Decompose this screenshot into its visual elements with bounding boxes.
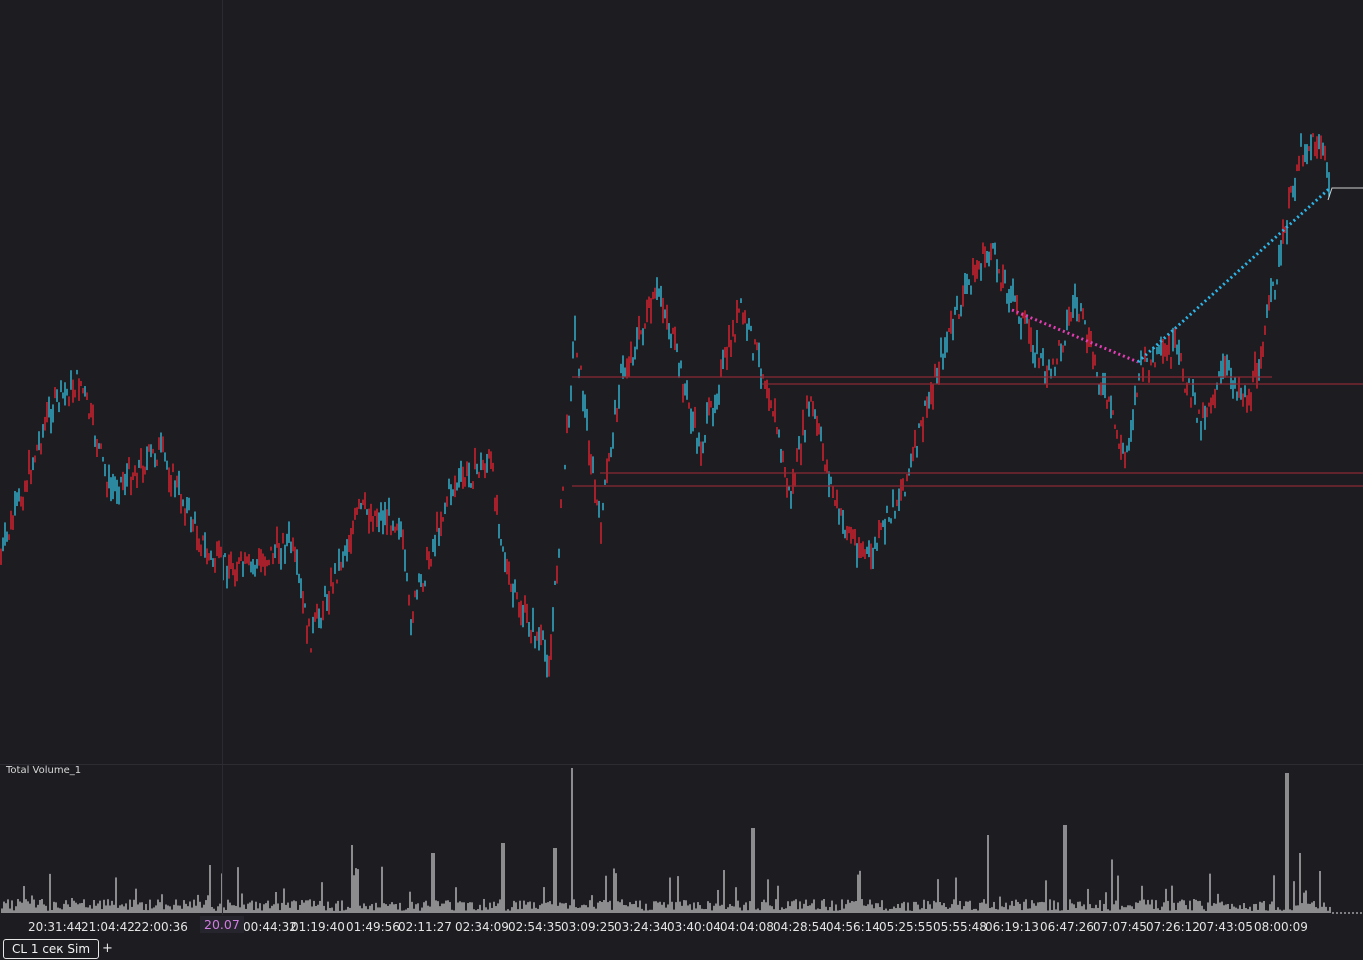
time-tick: 08:00:09	[1254, 920, 1308, 934]
time-tick: 03:24:34	[614, 920, 668, 934]
crosshair-vertical-line	[222, 0, 223, 915]
trend-line-blue	[1136, 186, 1332, 364]
chart-tabbar: CL 1 сек Sim +	[0, 938, 1363, 960]
time-tick: 04:28:54	[773, 920, 827, 934]
pane-divider[interactable]	[0, 764, 1363, 765]
time-tick: 07:43:05	[1199, 920, 1253, 934]
time-tick: 02:54:35	[508, 920, 562, 934]
time-tick: 20:31:44	[28, 920, 82, 934]
time-tick: 00:44:32	[243, 920, 297, 934]
time-tick: 22:00:36	[134, 920, 188, 934]
price-chart[interactable]	[0, 0, 1363, 764]
tab-cl-1-sec-sim[interactable]: CL 1 сек Sim	[3, 939, 100, 959]
time-tick: 02:34:09	[455, 920, 509, 934]
volume-chart[interactable]	[0, 0, 1363, 915]
price-chart-pane[interactable]	[0, 0, 1363, 915]
time-tick: 03:09:25	[561, 920, 615, 934]
crosshair-value-label: 20.07	[200, 916, 244, 933]
volume-pane-title: Total Volume_1	[6, 765, 82, 776]
last-price-line	[1327, 187, 1363, 201]
time-tick: 05:55:48	[933, 920, 987, 934]
time-tick: 01:49:56	[346, 920, 400, 934]
time-tick: 06:47:26	[1040, 920, 1094, 934]
time-tick: 07:07:45	[1093, 920, 1147, 934]
time-tick: 03:40:04	[667, 920, 721, 934]
time-axis[interactable]: 20:31:4421:04:4222:00:362300:44:3201:19:…	[0, 918, 1363, 938]
time-tick: 02:11:27	[398, 920, 452, 934]
time-tick: 21:04:42	[81, 920, 135, 934]
plus-icon[interactable]: +	[102, 941, 113, 956]
time-tick: 04:04:08	[720, 920, 774, 934]
time-tick: 05:25:55	[879, 920, 933, 934]
time-tick: 01:19:40	[291, 920, 345, 934]
time-tick: 06:19:13	[985, 920, 1039, 934]
time-tick: 04:56:14	[826, 920, 880, 934]
time-tick: 07:26:12	[1146, 920, 1200, 934]
